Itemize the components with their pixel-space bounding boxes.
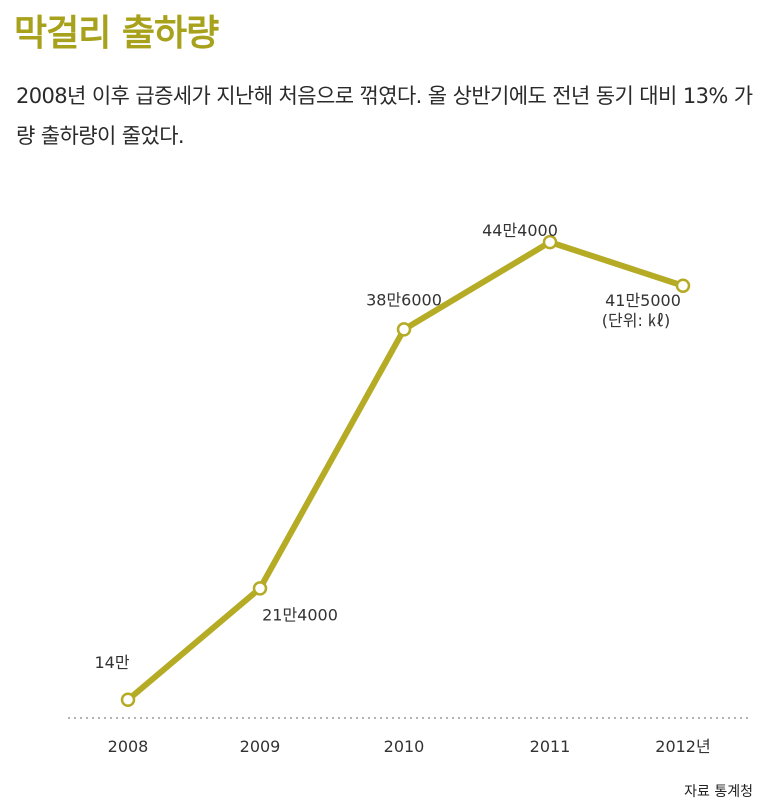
- data-label-2010: 38만6000: [366, 290, 442, 309]
- x-tick-2008: 2008: [108, 737, 149, 756]
- data-point-2008: [120, 692, 136, 708]
- data-points: [120, 234, 691, 708]
- data-label-2011: 44만4000: [482, 221, 558, 240]
- chart-title: 막걸리 출하량: [14, 13, 219, 54]
- unit-note: (단위: ㎘): [602, 311, 670, 330]
- x-tick-2010: 2010: [384, 737, 425, 756]
- data-point-2011: [542, 234, 558, 250]
- x-tick-2012년: 2012년: [655, 737, 710, 756]
- x-axis-ticks: 2008 2009 2010 2011 2012년: [108, 737, 711, 756]
- x-tick-2009: 2009: [240, 737, 281, 756]
- x-tick-2011: 2011: [530, 737, 571, 756]
- data-labels: 14만 21만4000 38만6000 44만4000 41만5000: [94, 221, 680, 672]
- source-note: 자료 통계청: [684, 784, 753, 800]
- chart-subtitle: 2008년 이후 급증세가 지난해 처음으로 꺾였다. 올 상반기에도 전년 동…: [16, 84, 753, 148]
- data-point-2010: [396, 322, 412, 337]
- data-label-2012년: 41만5000: [605, 291, 681, 310]
- series-line: [125, 239, 686, 703]
- data-label-2008: 14만: [94, 653, 129, 672]
- data-point-2009: [252, 581, 268, 596]
- data-point-2012년: [675, 278, 691, 293]
- data-label-2009: 21만4000: [262, 605, 338, 624]
